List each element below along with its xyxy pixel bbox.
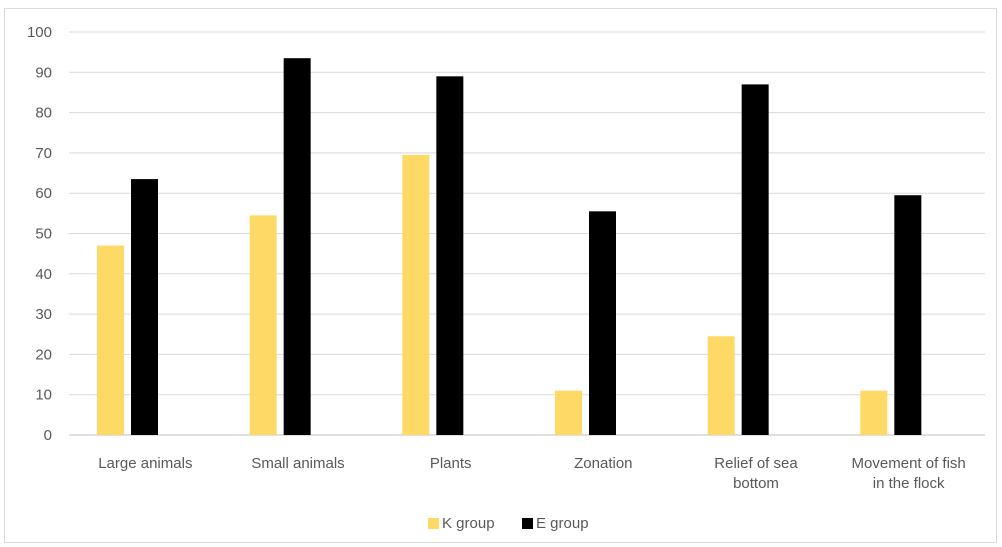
bar-e-group: [894, 195, 922, 435]
y-tick-label: 40: [35, 266, 52, 283]
x-category-label: Large animals: [98, 455, 192, 472]
bar-k-group: [97, 245, 124, 435]
legend-swatch: [522, 518, 533, 529]
x-category-label: Zonation: [574, 455, 632, 472]
y-tick-label: 0: [44, 427, 52, 444]
y-tick-label: 80: [35, 105, 52, 122]
legend-swatch: [428, 518, 439, 529]
y-tick-label: 100: [27, 24, 52, 41]
y-tick-label: 50: [35, 226, 52, 243]
bar-e-group: [131, 179, 158, 435]
x-category-label: Small animals: [251, 455, 344, 472]
y-tick-label: 60: [35, 185, 52, 202]
y-tick-label: 70: [35, 145, 52, 162]
y-axis-tick-labels: 0 10 20 30 40 50 60 70 80 90 100: [27, 24, 52, 444]
bar-e-group: [283, 58, 311, 435]
bar-k-group: [707, 336, 735, 435]
bar-k-group: [555, 390, 582, 435]
legend-label: E group: [536, 515, 589, 532]
bar-k-group: [249, 215, 277, 435]
legend: K group E group: [428, 515, 589, 532]
y-tick-label: 30: [35, 306, 52, 323]
bar-e-group: [741, 84, 769, 435]
bar-e-group: [436, 76, 464, 435]
y-tick-label: 90: [35, 64, 52, 81]
x-category-label: Plants: [430, 455, 472, 472]
x-axis-category-labels: Large animals Small animals Plants Zonation…: [98, 455, 966, 492]
gridlines: [69, 31, 985, 436]
x-category-label: Relief of sea bottom: [714, 455, 798, 492]
bars: [97, 58, 922, 436]
bar-k-group: [402, 154, 430, 436]
legend-label: K group: [442, 515, 495, 532]
x-category-label: Movement of fish in the flock: [852, 455, 966, 492]
y-tick-label: 20: [35, 346, 52, 363]
bar-e-group: [589, 211, 616, 435]
y-tick-label: 10: [35, 387, 52, 404]
bar-k-group: [860, 390, 888, 435]
chart-frame: [4, 8, 997, 543]
